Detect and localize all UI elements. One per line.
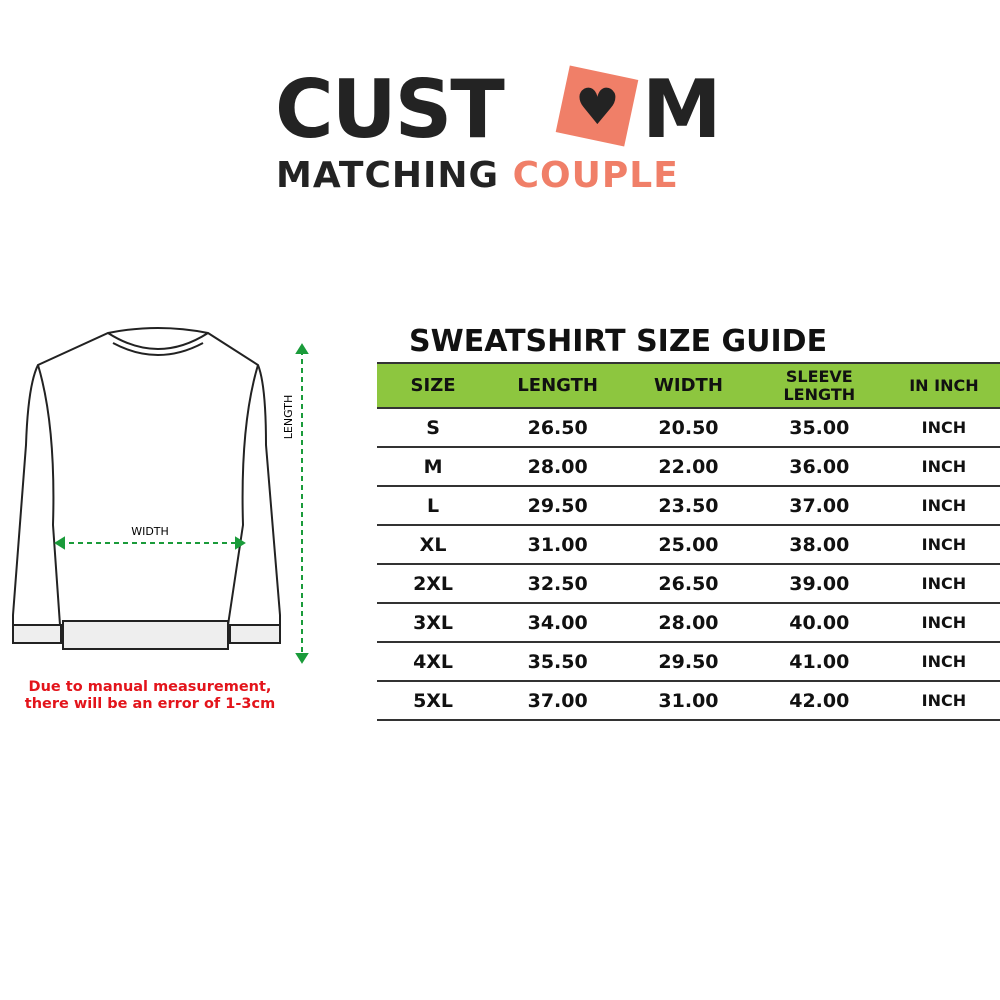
table-cell: 32.50 bbox=[489, 564, 627, 604]
table-row: S 26.50 20.50 35.00 INCH bbox=[377, 408, 1000, 448]
length-label: LENGTH bbox=[282, 395, 295, 439]
table-cell: 28.00 bbox=[626, 603, 751, 643]
table-cell: 29.50 bbox=[489, 486, 627, 526]
table-cell: INCH bbox=[887, 564, 1000, 604]
table-cell: 39.00 bbox=[750, 564, 888, 604]
table-cell: L bbox=[377, 486, 490, 526]
logo-couple: COUPLE bbox=[512, 155, 679, 196]
table-cell: 42.00 bbox=[750, 681, 888, 721]
note-line: there will be an error of 1-3cm bbox=[24, 696, 276, 712]
table-cell: 5XL bbox=[377, 681, 490, 721]
column-header: SIZE bbox=[377, 362, 490, 409]
column-header: WIDTH bbox=[626, 362, 751, 409]
table-cell: INCH bbox=[887, 447, 1000, 487]
table-cell: 40.00 bbox=[750, 603, 888, 643]
table-cell: INCH bbox=[887, 525, 1000, 565]
table-row: M 28.00 22.00 36.00 INCH bbox=[377, 447, 1000, 487]
measurement-note: Due to manual measurement, there will be… bbox=[10, 679, 290, 713]
table-row: 3XL 34.00 28.00 40.00 INCH bbox=[377, 603, 1000, 643]
column-header: SLEEVE LENGTH bbox=[750, 362, 888, 409]
heart-icon: ♥ bbox=[575, 78, 620, 136]
table-row: 2XL 32.50 26.50 39.00 INCH bbox=[377, 564, 1000, 604]
sweatshirt-diagram: WIDTH LENGTH bbox=[12, 327, 309, 664]
size-guide-title: SWEATSHIRT SIZE GUIDE bbox=[409, 324, 828, 359]
table-cell: XL bbox=[377, 525, 490, 565]
brand-logo: ♥ CUST M MATCHING COUPLE bbox=[270, 60, 730, 200]
logo-custom: CUST bbox=[275, 63, 505, 156]
table-cell: INCH bbox=[887, 642, 1000, 682]
table-cell: 37.00 bbox=[750, 486, 888, 526]
logo-custom-end: M bbox=[642, 63, 722, 156]
table-cell: 35.50 bbox=[489, 642, 627, 682]
size-table: SIZE LENGTH WIDTH SLEEVE LENGTH IN INCH S 26.5… bbox=[377, 362, 1000, 721]
table-cell: 34.00 bbox=[489, 603, 627, 643]
column-header: IN INCH bbox=[887, 362, 1000, 409]
table-cell: 29.50 bbox=[626, 642, 751, 682]
table-cell: 41.00 bbox=[750, 642, 888, 682]
table-row: 5XL 37.00 31.00 42.00 INCH bbox=[377, 681, 1000, 721]
logo-subtitle: MATCHING COUPLE bbox=[276, 156, 679, 196]
column-header: LENGTH bbox=[489, 362, 627, 409]
table-cell: 20.50 bbox=[626, 408, 751, 448]
table-cell: 31.00 bbox=[626, 681, 751, 721]
table-cell: 22.00 bbox=[626, 447, 751, 487]
table-cell: S bbox=[377, 408, 490, 448]
table-cell: INCH bbox=[887, 486, 1000, 526]
table-cell: 31.00 bbox=[489, 525, 627, 565]
header-row: SIZE LENGTH WIDTH SLEEVE LENGTH IN INCH bbox=[377, 362, 1000, 409]
logo-matching: MATCHING bbox=[276, 155, 500, 196]
table-row: 4XL 35.50 29.50 41.00 INCH bbox=[377, 642, 1000, 682]
table-cell: 3XL bbox=[377, 603, 490, 643]
table-cell: 25.00 bbox=[626, 525, 751, 565]
table-cell: 2XL bbox=[377, 564, 490, 604]
table-cell: M bbox=[377, 447, 490, 487]
table-cell: 4XL bbox=[377, 642, 490, 682]
table-cell: 37.00 bbox=[489, 681, 627, 721]
table-cell: 23.50 bbox=[626, 486, 751, 526]
table-cell: 35.00 bbox=[750, 408, 888, 448]
table-cell: 26.50 bbox=[626, 564, 751, 604]
table-cell: 26.50 bbox=[489, 408, 627, 448]
table-cell: 36.00 bbox=[750, 447, 888, 487]
table-cell: 38.00 bbox=[750, 525, 888, 565]
width-label: WIDTH bbox=[131, 525, 169, 538]
table-cell: 28.00 bbox=[489, 447, 627, 487]
table-cell: INCH bbox=[887, 681, 1000, 721]
note-line: Due to manual measurement, bbox=[28, 679, 272, 695]
table-row: L 29.50 23.50 37.00 INCH bbox=[377, 486, 1000, 526]
table-cell: INCH bbox=[887, 408, 1000, 448]
table-cell: INCH bbox=[887, 603, 1000, 643]
table-row: XL 31.00 25.00 38.00 INCH bbox=[377, 525, 1000, 565]
